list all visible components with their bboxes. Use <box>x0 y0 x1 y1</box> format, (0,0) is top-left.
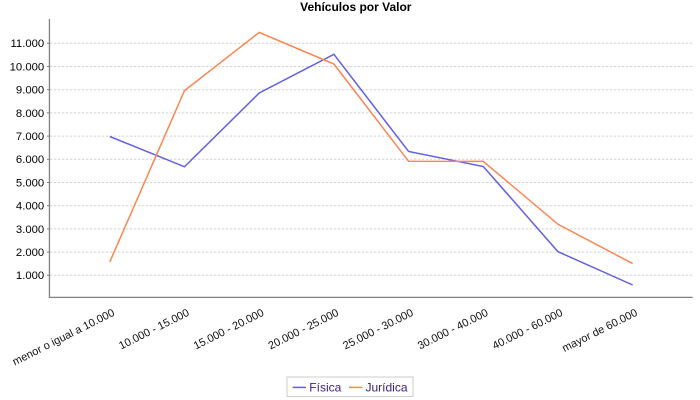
svg-text:1.000: 1.000 <box>16 270 44 282</box>
svg-text:Jurídica: Jurídica <box>366 380 408 394</box>
svg-text:3.000: 3.000 <box>16 224 44 236</box>
svg-text:9.000: 9.000 <box>16 85 44 97</box>
svg-text:5.000: 5.000 <box>16 177 44 189</box>
svg-text:8.000: 8.000 <box>16 108 44 120</box>
svg-text:Física: Física <box>309 380 341 394</box>
svg-text:10.000: 10.000 <box>10 61 45 73</box>
svg-text:Vehículos por Valor: Vehículos por Valor <box>300 0 412 14</box>
svg-text:6.000: 6.000 <box>16 154 44 166</box>
svg-text:2.000: 2.000 <box>16 247 44 259</box>
svg-text:11.000: 11.000 <box>10 38 44 50</box>
svg-text:7.000: 7.000 <box>16 131 44 143</box>
svg-text:4.000: 4.000 <box>16 201 44 213</box>
